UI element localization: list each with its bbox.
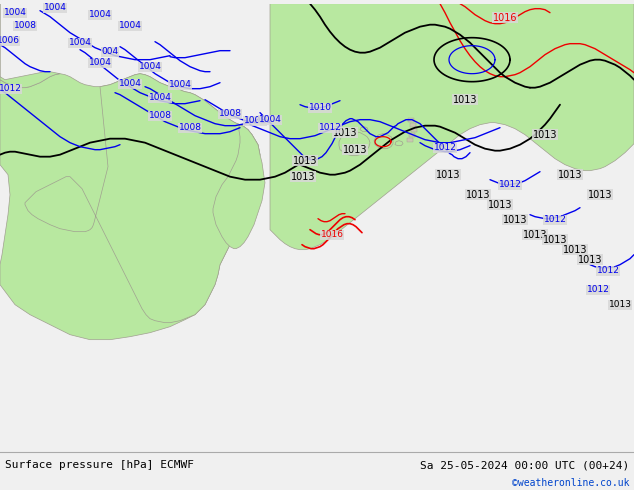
- Text: 1004: 1004: [259, 115, 281, 124]
- Text: 1008: 1008: [219, 109, 242, 118]
- Polygon shape: [408, 118, 414, 122]
- Text: 1013: 1013: [343, 145, 367, 155]
- Polygon shape: [213, 124, 265, 248]
- Polygon shape: [0, 72, 60, 88]
- Text: 1004: 1004: [119, 21, 141, 30]
- Text: 1008: 1008: [148, 111, 172, 120]
- Text: ©weatheronline.co.uk: ©weatheronline.co.uk: [512, 478, 629, 488]
- Text: 1012: 1012: [543, 215, 566, 224]
- Polygon shape: [360, 127, 368, 132]
- Text: 1004: 1004: [139, 62, 162, 71]
- Text: 1004: 1004: [68, 38, 91, 47]
- Polygon shape: [400, 4, 464, 74]
- Text: 1013: 1013: [436, 170, 460, 180]
- Text: 1004: 1004: [44, 3, 67, 12]
- Text: 1013: 1013: [558, 170, 582, 180]
- Text: 1013: 1013: [578, 255, 602, 265]
- Text: Surface pressure [hPa] ECMWF: Surface pressure [hPa] ECMWF: [5, 460, 194, 470]
- Polygon shape: [395, 141, 403, 146]
- Polygon shape: [411, 128, 417, 132]
- Text: 1013: 1013: [488, 200, 512, 210]
- Text: 1013: 1013: [533, 130, 557, 140]
- Polygon shape: [409, 133, 415, 137]
- Text: 1016: 1016: [321, 230, 344, 239]
- Text: 1012: 1012: [597, 266, 619, 275]
- Text: 1013: 1013: [588, 190, 612, 200]
- Text: 1013: 1013: [466, 190, 490, 200]
- Text: 1013: 1013: [453, 95, 477, 105]
- Polygon shape: [407, 138, 413, 142]
- Text: 1012: 1012: [586, 285, 609, 294]
- Polygon shape: [339, 132, 370, 156]
- Text: 1010: 1010: [309, 103, 332, 112]
- Text: 1012: 1012: [434, 143, 456, 152]
- Text: 1004: 1004: [4, 8, 27, 17]
- Text: 1013: 1013: [609, 300, 631, 309]
- Text: 1013: 1013: [333, 128, 357, 138]
- Text: 1013: 1013: [563, 245, 587, 255]
- Polygon shape: [0, 4, 260, 340]
- Polygon shape: [25, 74, 260, 323]
- Text: 1008: 1008: [243, 116, 266, 125]
- Polygon shape: [410, 122, 416, 127]
- Text: 004: 004: [101, 47, 119, 56]
- Text: 1012: 1012: [0, 84, 22, 93]
- Text: 1004: 1004: [119, 79, 141, 88]
- Text: 1016: 1016: [493, 13, 517, 23]
- Text: 1013: 1013: [523, 230, 547, 240]
- Text: 1004: 1004: [148, 93, 171, 102]
- Text: 1004: 1004: [89, 10, 112, 19]
- Text: 1006: 1006: [0, 36, 20, 45]
- Text: 1013: 1013: [543, 235, 567, 245]
- Polygon shape: [374, 134, 393, 148]
- Text: 1004: 1004: [169, 80, 191, 89]
- Text: 1012: 1012: [498, 180, 521, 189]
- Text: 1013: 1013: [291, 172, 315, 182]
- Text: 1013: 1013: [293, 156, 317, 166]
- Text: 1004: 1004: [89, 58, 112, 67]
- Text: 1013: 1013: [503, 215, 527, 225]
- Text: Sa 25-05-2024 00:00 UTC (00+24): Sa 25-05-2024 00:00 UTC (00+24): [420, 460, 629, 470]
- Polygon shape: [270, 4, 634, 250]
- Text: 1012: 1012: [318, 123, 342, 132]
- Text: 1008: 1008: [13, 21, 37, 30]
- Text: 1008: 1008: [179, 123, 202, 132]
